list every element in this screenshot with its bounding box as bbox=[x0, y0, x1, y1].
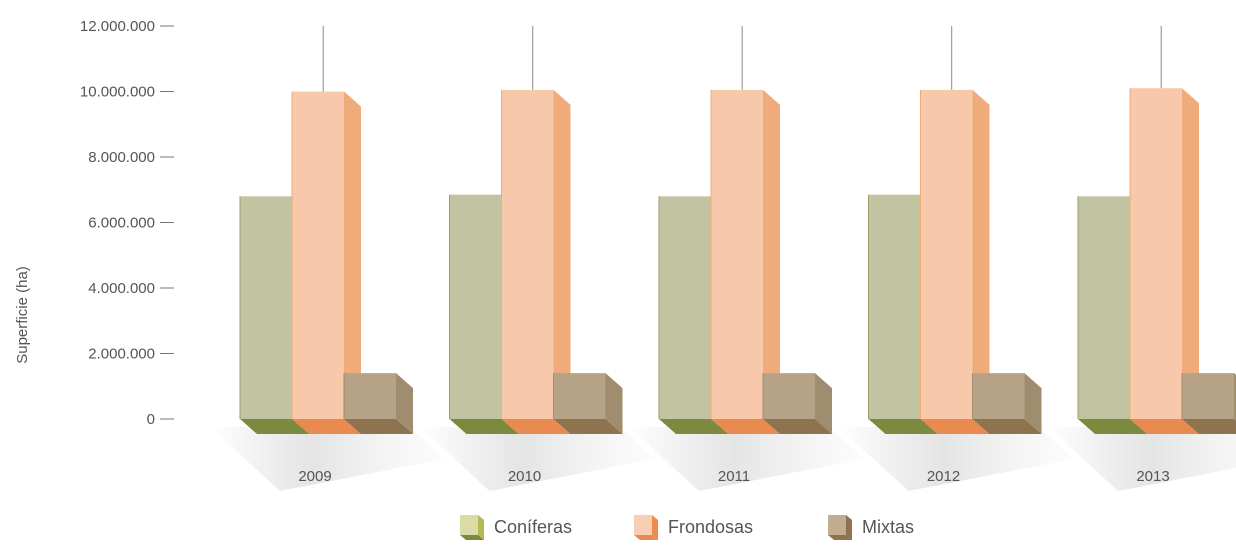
legend-swatch-side bbox=[846, 515, 852, 540]
bar-base bbox=[292, 419, 361, 434]
bar-base bbox=[501, 419, 571, 434]
bar-base bbox=[920, 419, 990, 434]
bar-frondosas bbox=[501, 89, 571, 435]
bar-side bbox=[1182, 88, 1199, 434]
bar-base bbox=[1130, 419, 1199, 434]
legend-label: Mixtas bbox=[862, 517, 914, 537]
x-axis-labels: 2009 2010 2011 2012 2013 bbox=[298, 468, 1169, 485]
y-tick-label: 4.000.000 bbox=[88, 280, 155, 297]
legend-swatch bbox=[460, 515, 478, 535]
bar-base bbox=[711, 419, 780, 434]
bar-base bbox=[868, 419, 938, 434]
bar-side bbox=[553, 89, 571, 435]
y-tick-label: 6.000.000 bbox=[88, 215, 155, 232]
bar-base bbox=[553, 419, 623, 434]
bar-frondosas bbox=[1129, 88, 1199, 434]
bar-base bbox=[344, 419, 413, 434]
bar-front bbox=[972, 373, 1025, 419]
legend-swatch-base bbox=[634, 535, 658, 540]
y-tick-label: 10.000.000 bbox=[80, 84, 155, 101]
bar-front bbox=[1130, 88, 1182, 419]
bar-side bbox=[763, 89, 780, 435]
floor-shadow bbox=[210, 427, 445, 491]
legend: Coníferas Frondosas Mixtas bbox=[460, 515, 914, 540]
legend-swatch bbox=[634, 515, 652, 535]
floor-shadows bbox=[210, 427, 1236, 491]
bar-mixtas bbox=[553, 373, 623, 434]
bar-base bbox=[1078, 419, 1147, 434]
bar-base bbox=[659, 419, 728, 434]
bar-base bbox=[763, 419, 832, 434]
bars bbox=[239, 26, 1236, 435]
bar-base bbox=[972, 419, 1042, 434]
bar-front bbox=[868, 194, 921, 419]
bar-base bbox=[449, 419, 519, 434]
bar-front bbox=[711, 89, 763, 420]
bar-frondosas bbox=[710, 89, 780, 435]
bar-side bbox=[344, 91, 361, 434]
bar-frondosas bbox=[920, 89, 990, 435]
y-tick-label: 2.000.000 bbox=[88, 346, 155, 363]
bar-front bbox=[659, 196, 711, 419]
bar-base bbox=[240, 419, 309, 434]
y-tick-label: 8.000.000 bbox=[88, 149, 155, 166]
bar-side bbox=[972, 89, 990, 435]
bar-side bbox=[815, 373, 832, 434]
y-tick-label: 12.000.000 bbox=[80, 18, 155, 35]
bar-front bbox=[240, 196, 292, 419]
bar-frondosas bbox=[291, 91, 361, 434]
x-tick-label: 2013 bbox=[1136, 468, 1169, 485]
y-axis-title: Superficie (ha) bbox=[14, 266, 31, 364]
bar-front bbox=[292, 91, 344, 419]
bar-base bbox=[1182, 419, 1236, 434]
x-tick-label: 2010 bbox=[508, 468, 541, 485]
bar-front bbox=[1078, 196, 1130, 419]
legend-item-frondosas: Frondosas bbox=[634, 515, 753, 540]
bar-side bbox=[396, 373, 413, 434]
bar-front bbox=[553, 373, 606, 419]
bar-mixtas bbox=[762, 373, 832, 434]
bar-front bbox=[344, 373, 396, 419]
floor-shadow bbox=[1048, 427, 1236, 491]
bar-front bbox=[1182, 373, 1234, 419]
bar-side bbox=[605, 373, 623, 434]
bar-coniferas bbox=[868, 194, 938, 434]
legend-label: Frondosas bbox=[668, 517, 753, 537]
y-axis: 0 2.000.000 4.000.000 6.000.000 8.000.000 10.… bbox=[80, 18, 174, 428]
legend-swatch-side bbox=[478, 515, 484, 540]
x-tick-label: 2012 bbox=[927, 468, 960, 485]
bar-front bbox=[501, 89, 554, 420]
legend-label: Coníferas bbox=[494, 517, 572, 537]
bar-mixtas bbox=[1181, 373, 1236, 434]
legend-swatch-base bbox=[460, 535, 484, 540]
bar-mixtas bbox=[343, 373, 413, 434]
bar-mixtas bbox=[972, 373, 1042, 434]
x-tick-label: 2009 bbox=[298, 468, 331, 485]
legend-item-mixtas: Mixtas bbox=[828, 515, 914, 540]
bar-front bbox=[763, 373, 815, 419]
floor-shadow bbox=[629, 427, 864, 491]
legend-swatch-side bbox=[652, 515, 658, 540]
floor-shadow bbox=[838, 427, 1074, 491]
floor-shadow bbox=[419, 427, 655, 491]
bar-front bbox=[449, 194, 502, 419]
legend-swatch bbox=[828, 515, 846, 535]
x-tick-label: 2011 bbox=[718, 468, 750, 485]
legend-swatch-base bbox=[828, 535, 852, 540]
bar-side bbox=[1024, 373, 1042, 434]
legend-item-coniferas: Coníferas bbox=[460, 515, 572, 540]
y-tick-label: 0 bbox=[147, 411, 155, 428]
bar-front bbox=[920, 89, 973, 420]
